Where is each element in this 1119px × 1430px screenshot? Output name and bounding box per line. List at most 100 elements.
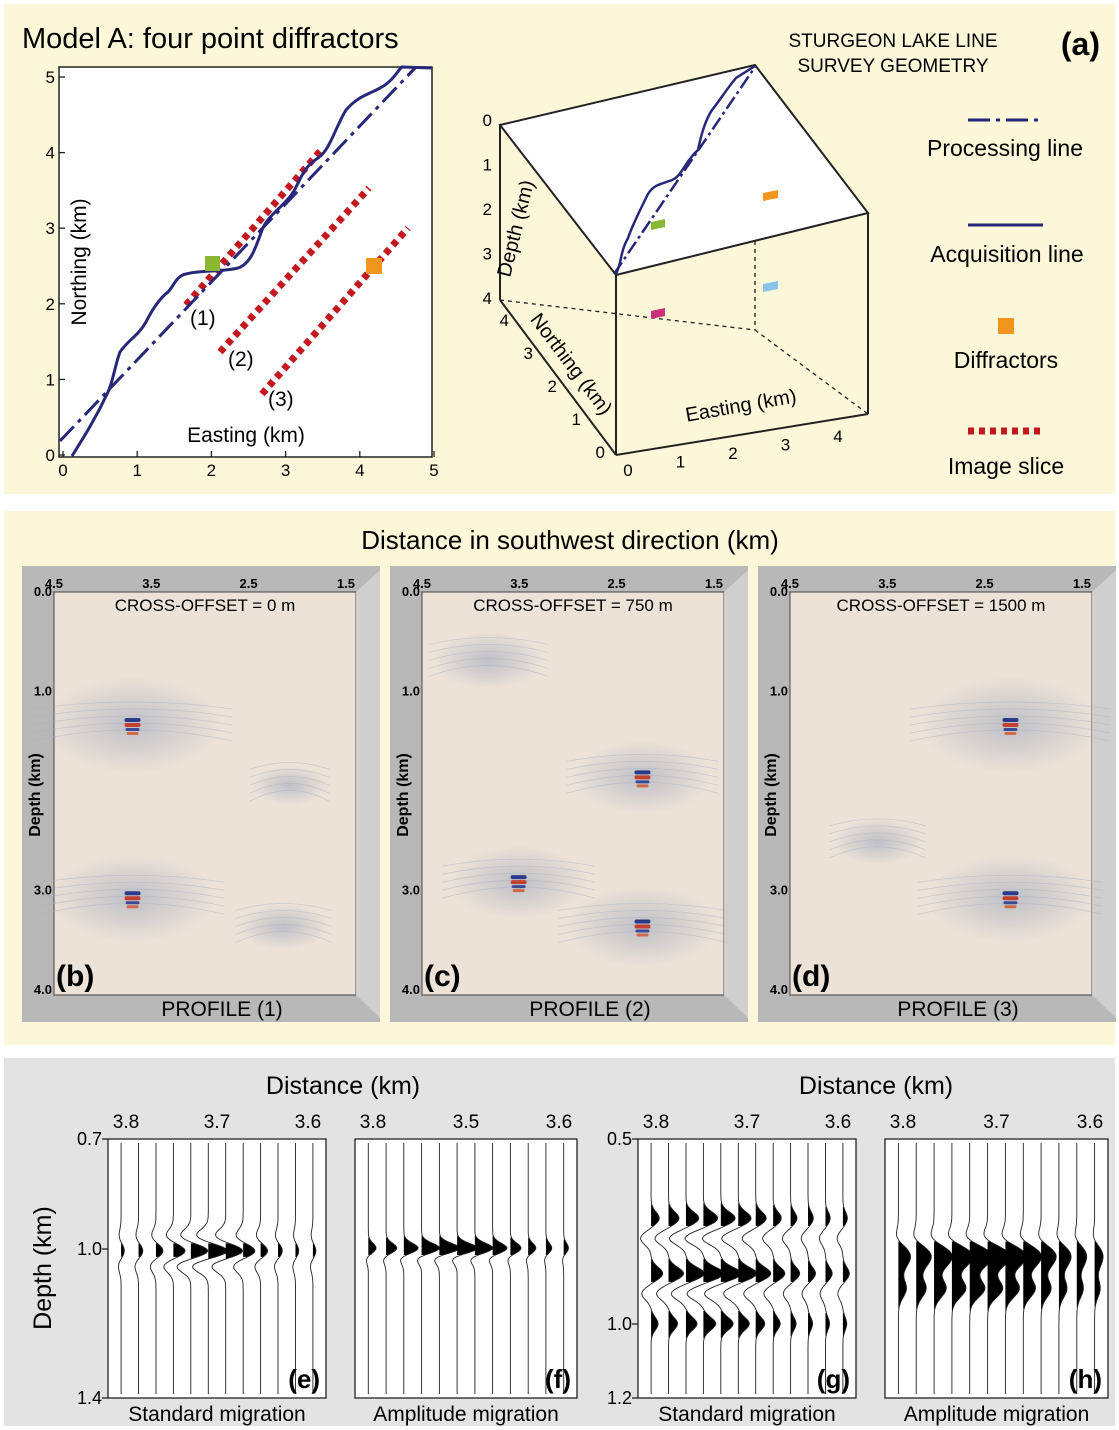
- legend-diffractors-label: Diffractors: [954, 347, 1058, 373]
- map-x-tick-label: 3: [281, 461, 290, 480]
- wiggle-trace: [702, 1143, 742, 1394]
- wiggle-trace: [366, 1143, 377, 1394]
- wiggle-trace: [669, 1143, 705, 1394]
- image-slice-3: [259, 225, 411, 397]
- seismic-x-tick: 4.5: [413, 576, 431, 591]
- panel-efgh: Distance (km) Distance (km) Depth (km) 3…: [4, 1058, 1115, 1426]
- wiggle-trace: [254, 1143, 269, 1394]
- wiggle-trace: [741, 1143, 772, 1394]
- seismic-x-tick: 3.5: [142, 576, 160, 591]
- wiggle-x-tick: 3.8: [890, 1112, 916, 1133]
- seismic-ylabel: Depth (km): [763, 753, 780, 837]
- wiggle-panel: 3.8 3.5 3.6 (f) Amplitude migration: [354, 1112, 578, 1426]
- diffraction-event: [40, 854, 225, 943]
- seismic-x-tick: 3.5: [878, 576, 896, 591]
- wiggle-trace: [562, 1143, 569, 1394]
- map-x-tick-label: 1: [132, 461, 141, 480]
- cube-depth-tick: 0: [483, 111, 492, 130]
- seismic-y-tick: 3.0: [770, 883, 788, 898]
- seismic-panels: 4.5 3.5 2.5 1.5 0.0 1.0 3.0 4.0 Depth (km) CROSS-…: [22, 566, 1116, 1022]
- legend-processing-label: Processing line: [927, 135, 1083, 161]
- cube-depth-tick: 4: [483, 289, 492, 308]
- diffraction-event: [566, 740, 719, 814]
- wiggle-trace: [211, 1143, 244, 1394]
- map-x-tick-label: 5: [429, 461, 438, 480]
- cube-easting-tick: 0: [623, 461, 632, 480]
- seismic-y-tick: 4.0: [34, 982, 52, 997]
- wiggle-panel: 3.8 3.7 3.6 (e) Standard migration: [107, 1112, 327, 1426]
- wiggle-trace: [452, 1143, 478, 1394]
- diffraction-event: [910, 676, 1111, 773]
- processing-line: [58, 66, 417, 443]
- seismic-x-tick: 1.5: [1073, 576, 1091, 591]
- wiggle-trace: [913, 1143, 932, 1394]
- cube-diffractor-green: [651, 219, 665, 230]
- wiggle-trace: [525, 1143, 537, 1394]
- profile-label: PROFILE (3): [897, 998, 1018, 1021]
- wiggle-caption: Amplitude migration: [904, 1403, 1090, 1426]
- image-slice-2: [217, 185, 372, 355]
- wiggle-trace: [134, 1143, 144, 1394]
- efgh-ylabel: Depth (km): [29, 1206, 57, 1330]
- seismic-x-tick: 3.5: [510, 576, 528, 591]
- profile-label: PROFILE (2): [529, 998, 650, 1021]
- cube-northing-tick: 2: [548, 377, 557, 396]
- wiggle-caption: Amplitude migration: [373, 1403, 559, 1426]
- wiggle-trace: [149, 1143, 164, 1394]
- wiggle-x-tick: 3.7: [734, 1112, 760, 1133]
- diffractor-orange: [366, 258, 382, 274]
- wiggle-trace: [782, 1143, 801, 1394]
- cube-easting-tick: 3: [781, 436, 790, 455]
- seismic-x-tick: 2.5: [240, 576, 258, 591]
- slice-label-1: (1): [190, 307, 216, 330]
- diffraction-event: [428, 631, 549, 690]
- wiggle-trace: [965, 1143, 994, 1394]
- panel-a-title: Model A: four point diffractors: [22, 23, 399, 55]
- cube-depth-tick: 1: [483, 156, 492, 175]
- wiggle-trace: [383, 1143, 398, 1394]
- seismic-panel-tag: (b): [56, 960, 94, 993]
- wiggle-trace: [544, 1143, 553, 1394]
- wiggle-trace: [654, 1143, 684, 1394]
- legend-acquisition-label: Acquisition line: [930, 241, 1083, 267]
- diffraction-event: [829, 818, 926, 866]
- wiggle-trace: [292, 1143, 300, 1394]
- wiggle-x-tick: 3.8: [643, 1112, 669, 1133]
- wiggle-panel-tag: (g): [817, 1364, 850, 1394]
- panel-a: Model A: four point diffractors (a) STUR…: [4, 4, 1115, 494]
- wiggle-trace: [434, 1143, 460, 1394]
- seismic-y-tick: 4.0: [402, 982, 420, 997]
- efgh-heading-left: Distance (km): [266, 1072, 420, 1100]
- map-ylabel: Northing (km): [68, 198, 91, 325]
- wiggle-trace: [762, 1143, 786, 1394]
- wiggle-trace: [721, 1143, 757, 1394]
- wiggle-trace: [930, 1143, 953, 1394]
- map-x-ticks: 0 1 2 3 4 5: [58, 451, 439, 480]
- wiggle-trace: [507, 1143, 522, 1394]
- cube-depth-tick: 3: [483, 245, 492, 264]
- seismic-x-tick: 2.5: [976, 576, 994, 591]
- cube-northing-tick: 1: [572, 410, 581, 429]
- wiggle-right-y-tick: 0.5: [607, 1129, 632, 1149]
- wiggle-x-tick: 3.5: [453, 1112, 479, 1133]
- seismic-ylabel: Depth (km): [395, 753, 412, 837]
- cube-northing-tick: 3: [524, 344, 533, 363]
- wiggle-x-tick: 3.6: [295, 1112, 321, 1133]
- acquisition-line: [70, 65, 433, 457]
- seismic-y-tick: 0.0: [402, 584, 420, 599]
- diffraction-event: [249, 762, 330, 805]
- wiggle-caption: Standard migration: [128, 1403, 305, 1426]
- seismic-panel-tag: (d): [792, 960, 830, 993]
- wiggle-x-tick: 3.6: [825, 1112, 851, 1133]
- wiggle-trace: [191, 1143, 229, 1394]
- map-x-tick-label: 0: [58, 461, 67, 480]
- wiggle-trace: [1074, 1143, 1088, 1394]
- wiggle-trace: [1092, 1143, 1104, 1394]
- wiggle-panel: 3.8 3.7 3.6 (g) Standard migration: [637, 1112, 857, 1426]
- seismic-panel: 4.5 3.5 2.5 1.5 0.0 1.0 3.0 4.0 Depth (km) CROSS-…: [758, 566, 1116, 1022]
- seismic-x-tick: 4.5: [45, 576, 63, 591]
- wiggle-trace: [233, 1143, 256, 1394]
- wiggle-caption: Standard migration: [658, 1403, 835, 1426]
- bcd-heading: Distance in southwest direction (km): [361, 525, 779, 555]
